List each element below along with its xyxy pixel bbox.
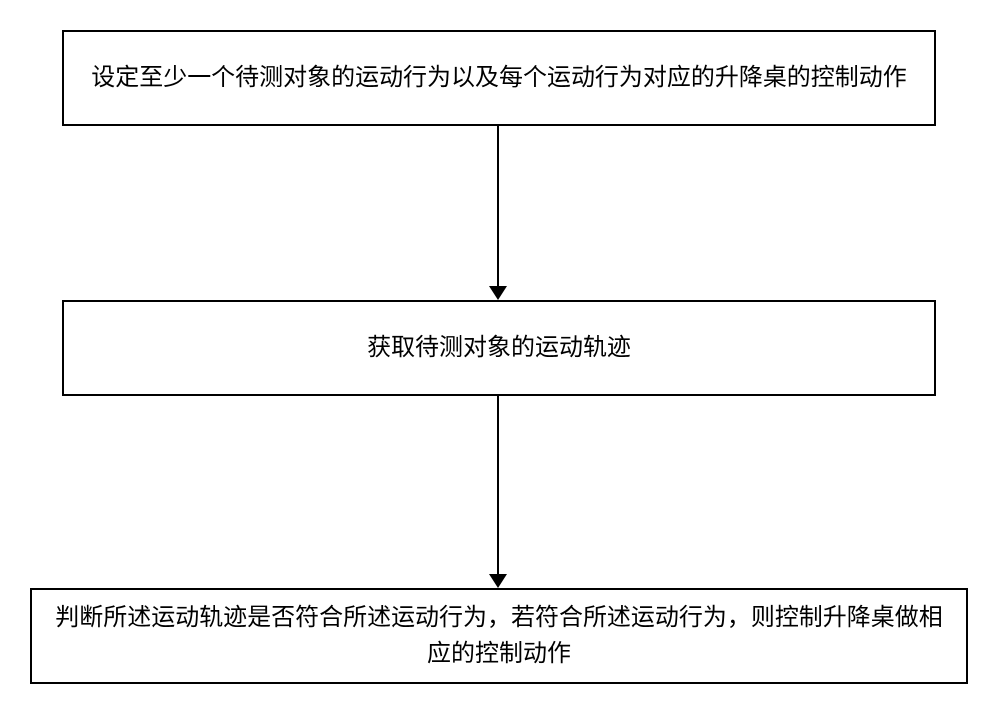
arrow-head-icon: [489, 286, 507, 300]
arrow-line: [497, 126, 499, 288]
arrow-head-icon: [489, 574, 507, 588]
flowchart-container: 设定至少一个待测对象的运动行为以及每个运动行为对应的升降桌的控制动作获取待测对象…: [0, 0, 1000, 715]
flow-box-text: 设定至少一个待测对象的运动行为以及每个运动行为对应的升降桌的控制动作: [91, 60, 906, 96]
flow-box-box3: 判断所述运动轨迹是否符合所述运动行为，若符合所述运动行为，则控制升降桌做相应的控…: [30, 588, 968, 684]
flow-box-box1: 设定至少一个待测对象的运动行为以及每个运动行为对应的升降桌的控制动作: [62, 30, 936, 126]
flow-box-box2: 获取待测对象的运动轨迹: [62, 300, 936, 396]
flow-box-text: 判断所述运动轨迹是否符合所述运动行为，若符合所述运动行为，则控制升降桌做相应的控…: [52, 600, 946, 672]
flow-box-text: 获取待测对象的运动轨迹: [367, 330, 631, 366]
arrow-line: [497, 396, 499, 576]
